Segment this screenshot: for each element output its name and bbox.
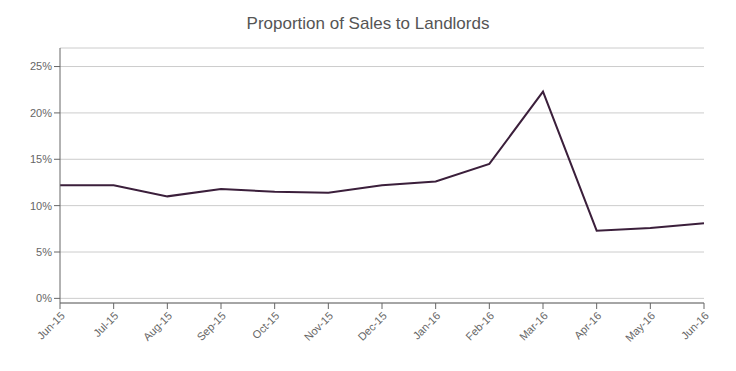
svg-text:25%: 25% [30,60,52,72]
svg-text:Jun-16: Jun-16 [679,309,711,341]
svg-text:Jun-15: Jun-15 [35,309,67,341]
svg-text:Jan-16: Jan-16 [410,309,442,341]
svg-text:Sep-15: Sep-15 [194,309,228,343]
svg-text:Jul-15: Jul-15 [91,309,121,339]
html-text:Proportion of Sales to Landlor: Proportion of Sales to Landlords [246,14,490,33]
svg-text:15%: 15% [30,153,52,165]
svg-text:May-16: May-16 [623,309,657,343]
svg-text:0%: 0% [36,292,52,304]
svg-text:Dec-15: Dec-15 [355,309,389,343]
svg-text:Feb-16: Feb-16 [463,309,496,342]
svg-text:20%: 20% [30,107,52,119]
svg-text:Apr-16: Apr-16 [572,309,604,341]
svg-text:Oct-15: Oct-15 [250,309,282,341]
svg-text:5%: 5% [36,246,52,258]
svg-text:10%: 10% [30,200,52,212]
svg-text:Aug-15: Aug-15 [141,309,175,343]
svg-text:Mar-16: Mar-16 [517,309,550,342]
svg-text:Nov-15: Nov-15 [302,309,336,343]
